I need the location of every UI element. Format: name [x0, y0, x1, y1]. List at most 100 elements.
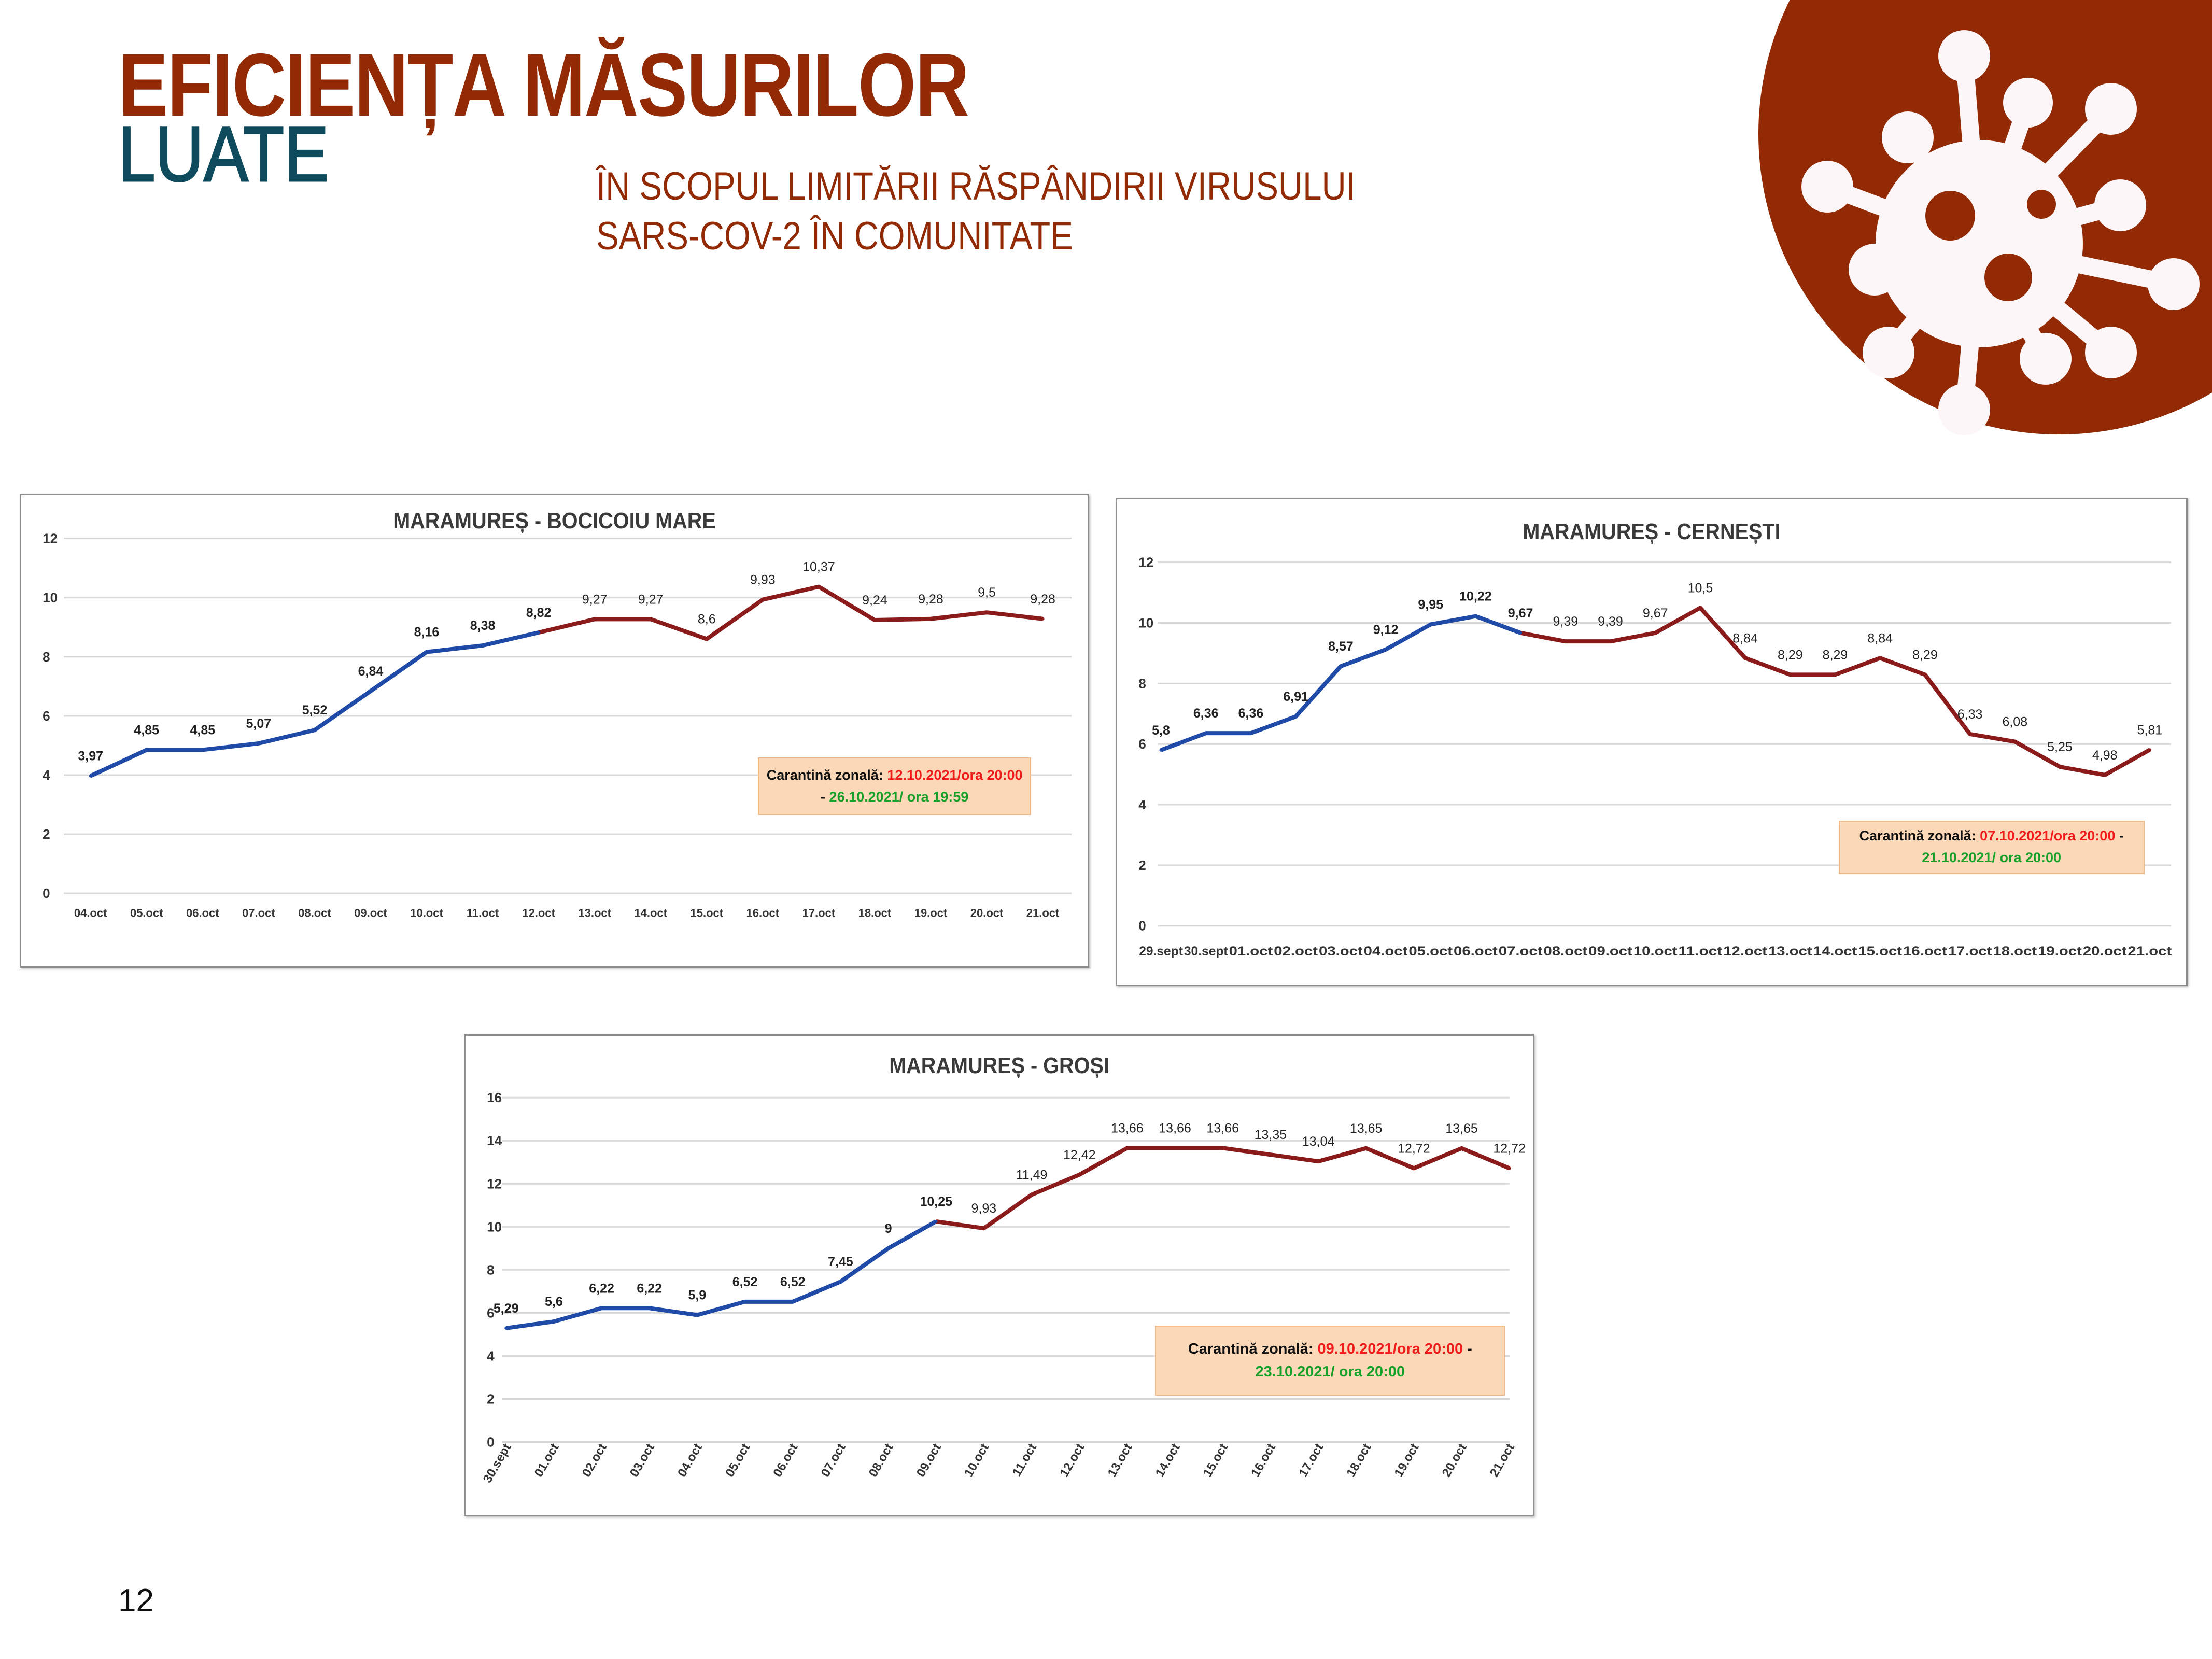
series-line-quarantine — [936, 1146, 1511, 1231]
x-tick-label: 04.oct — [74, 907, 107, 920]
x-tick-label: 07.oct — [1499, 944, 1543, 959]
data-point — [1317, 1160, 1320, 1163]
y-tick-label: 4 — [1138, 797, 1146, 812]
data-point — [982, 1227, 985, 1230]
chart-bocicoiu-mare: 0 2 4 6 8 10 12 04.oct 05.oct 06.oct 07.oct 08.oct 0… — [20, 494, 1089, 968]
chart-title: MARAMUREȘ - CERNEȘTI — [1523, 519, 1781, 544]
x-tick-label: 20.oct — [1440, 1441, 1470, 1480]
data-point — [1125, 1146, 1129, 1150]
data-label: 6,33 — [1957, 707, 1983, 722]
data-label: 6,52 — [732, 1275, 758, 1289]
x-tick-label: 08.oct — [866, 1441, 896, 1480]
data-point — [934, 1219, 938, 1223]
data-point — [1041, 617, 1045, 621]
data-label: 9,27 — [582, 592, 608, 607]
chart-title: MARAMUREȘ - GROȘI — [889, 1053, 1109, 1078]
data-label: 6,91 — [1283, 690, 1308, 704]
data-label: 5,8 — [1152, 723, 1170, 738]
data-label: 8,6 — [698, 612, 716, 627]
data-label: 10,22 — [1459, 589, 1492, 604]
data-label: 8,29 — [1778, 648, 1803, 662]
chart-plot: 0 2 4 6 8 10 12 04.oct 05.oct 06.oct 07.oct 08.oct 0… — [43, 531, 1072, 920]
data-label: 3,97 — [78, 749, 103, 764]
x-tick-label: 04.oct — [1364, 944, 1408, 959]
x-tick-label: 13.oct — [578, 907, 611, 920]
y-tick-label: 2 — [1138, 857, 1146, 873]
y-tick-label: 4 — [487, 1348, 495, 1363]
data-label: 9,39 — [1553, 614, 1578, 629]
x-tick-label: 10.oct — [410, 907, 443, 920]
x-tick-label: 17.oct — [1296, 1441, 1326, 1480]
x-tick-label: 19.oct — [2038, 944, 2082, 959]
data-point — [1563, 640, 1567, 643]
data-label: 8,82 — [526, 606, 552, 620]
x-tick-label: 06.oct — [186, 907, 219, 920]
data-label: 12,72 — [1493, 1141, 1526, 1156]
data-point — [1609, 640, 1612, 643]
data-label: 12,42 — [1063, 1148, 1096, 1162]
data-point — [1294, 715, 1298, 719]
x-tick-label: 17.oct — [802, 907, 836, 920]
x-tick-label: 13.oct — [1768, 944, 1812, 959]
data-label: 8,38 — [470, 618, 496, 633]
data-point — [929, 617, 933, 621]
x-tick-label: 03.oct — [627, 1441, 657, 1480]
data-point — [1384, 648, 1388, 651]
data-point — [1221, 1146, 1224, 1150]
chart-grosi: 0 2 4 6 8 10 12 14 16 30.sept 01.oct 02.oct 03.oct 04… — [464, 1034, 1534, 1516]
x-tick-label: 11.oct — [1010, 1441, 1039, 1479]
x-tick-label: 30.sept — [481, 1441, 514, 1485]
virus-icon — [1801, 30, 2200, 435]
y-tick-label: 16 — [487, 1090, 502, 1105]
data-label: 9,5 — [978, 585, 996, 600]
x-tick-label: 14.oct — [634, 907, 667, 920]
virus-spots — [1925, 190, 2056, 301]
x-tick-label: 16.oct — [746, 907, 780, 920]
data-point — [1429, 623, 1432, 626]
data-point — [1078, 1173, 1081, 1176]
data-point — [791, 1300, 795, 1303]
x-tick-label: 07.oct — [819, 1441, 849, 1480]
data-point — [201, 748, 204, 752]
data-point — [1269, 1153, 1272, 1157]
badge-circle — [1758, 0, 2212, 434]
data-label: 13,65 — [1350, 1121, 1383, 1136]
data-point — [1474, 614, 1477, 618]
x-tick-label: 10.oct — [1633, 944, 1678, 959]
data-label: 13,65 — [1445, 1121, 1478, 1136]
x-tick-label: 12.oct — [1723, 944, 1767, 959]
y-tick-label: 0 — [487, 1435, 494, 1450]
page-title: EFICIENȚA MĂSURILOR — [118, 35, 969, 135]
x-tick-label: 19.oct — [1391, 1441, 1421, 1480]
y-tick-label: 10 — [1138, 615, 1153, 631]
data-label: 10,25 — [920, 1194, 952, 1209]
x-tick-label: 14.oct — [1813, 944, 1857, 959]
x-tick-label: 21.oct — [1026, 907, 1060, 920]
x-tick-label: 07.oct — [242, 907, 275, 920]
chart-plot: 0 2 4 6 8 10 12 29.sept 30.sept 01.oct 02.oct 03.oc… — [1138, 555, 2172, 959]
x-tick-label: 12.oct — [1057, 1441, 1087, 1480]
data-point — [705, 637, 709, 641]
chart-cernesti: 0 2 4 6 8 10 12 29.sept 30.sept 01.oct 02.oct 03.oc… — [1116, 498, 2188, 986]
y-tick-label: 4 — [43, 767, 50, 783]
x-tick-label: 14.oct — [1153, 1441, 1183, 1480]
note-sep: - — [821, 789, 829, 805]
x-tick-label: 02.oct — [580, 1441, 610, 1480]
data-point — [1204, 732, 1208, 735]
data-point — [649, 617, 653, 621]
quarantine-note: Carantină zonală: 12.10.2021/ora 20:00 -… — [758, 757, 1031, 816]
data-point — [1968, 732, 1972, 736]
x-tick-label: 04.oct — [675, 1441, 705, 1480]
data-point — [817, 585, 821, 588]
y-tick-label: 6 — [43, 708, 50, 724]
data-label: 9,27 — [638, 592, 664, 607]
x-tick-label: 01.oct — [1229, 944, 1273, 959]
note-end: 26.10.2021/ ora 19:59 — [829, 789, 969, 805]
x-tick-label: 06.oct — [770, 1441, 800, 1480]
data-point — [695, 1313, 699, 1317]
data-point — [1743, 656, 1747, 660]
data-label: 5,9 — [688, 1288, 707, 1303]
data-point — [1339, 665, 1343, 668]
data-label: 6,22 — [637, 1281, 662, 1296]
data-point — [1654, 631, 1657, 635]
